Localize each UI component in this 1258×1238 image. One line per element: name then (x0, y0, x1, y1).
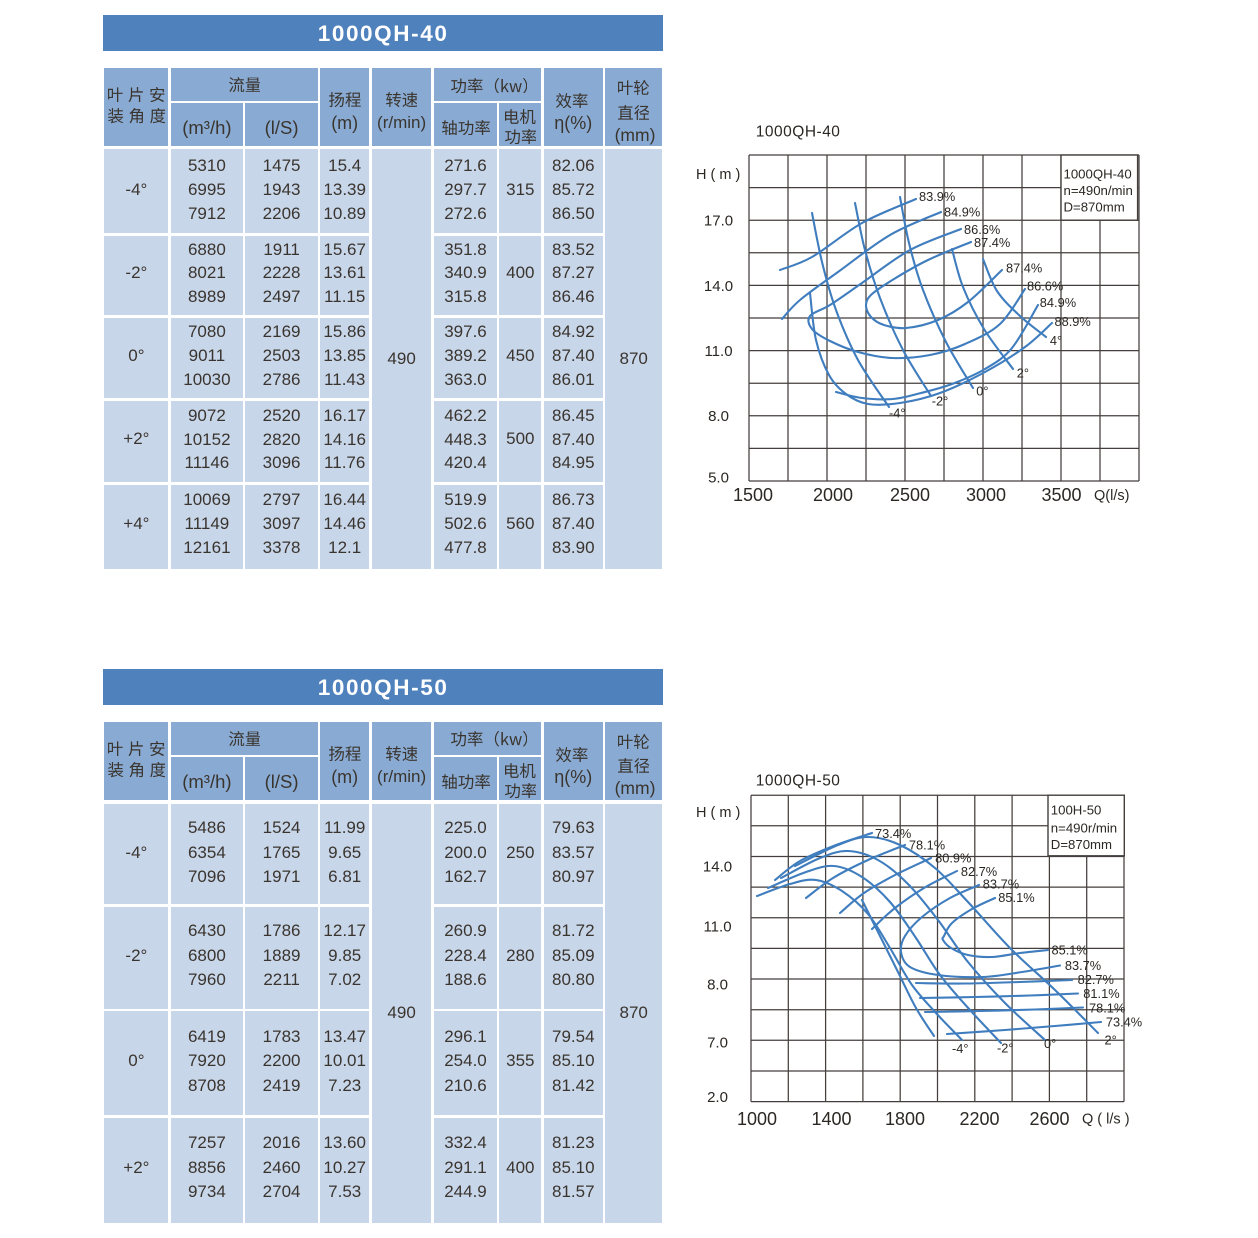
svg-text:85.1%: 85.1% (998, 890, 1034, 905)
svg-text:84.9%: 84.9% (1040, 295, 1076, 310)
svg-text:5.0: 5.0 (708, 469, 729, 486)
svg-text:H ( m ): H ( m ) (696, 167, 740, 183)
svg-text:87.4%: 87.4% (1006, 260, 1042, 275)
svg-text:0°: 0° (976, 384, 988, 399)
svg-text:4°: 4° (1050, 333, 1062, 348)
svg-text:2600: 2600 (1029, 1109, 1069, 1129)
svg-text:1000: 1000 (737, 1109, 777, 1129)
svg-text:85.1%: 85.1% (1052, 943, 1088, 958)
svg-text:80.9%: 80.9% (935, 850, 971, 865)
svg-text:100H-50: 100H-50 (1051, 802, 1102, 817)
svg-text:82.7%: 82.7% (961, 864, 997, 879)
svg-text:84.9%: 84.9% (944, 204, 980, 219)
svg-text:1000QH-40: 1000QH-40 (1064, 166, 1132, 181)
svg-text:2.0: 2.0 (707, 1089, 728, 1106)
svg-text:78.1%: 78.1% (909, 837, 945, 852)
svg-text:2°: 2° (1105, 1033, 1117, 1048)
svg-text:73.4%: 73.4% (1106, 1014, 1142, 1029)
svg-text:8.0: 8.0 (707, 976, 728, 993)
svg-text:73.4%: 73.4% (875, 826, 911, 841)
svg-text:3500: 3500 (1041, 485, 1081, 505)
svg-text:14.0: 14.0 (704, 278, 733, 295)
svg-text:7.0: 7.0 (707, 1034, 728, 1051)
svg-text:H ( m ): H ( m ) (696, 805, 740, 821)
svg-text:2°: 2° (1017, 366, 1029, 381)
svg-text:1500: 1500 (733, 485, 773, 505)
svg-text:1000QH-40: 1000QH-40 (756, 124, 841, 141)
svg-text:78.1%: 78.1% (1089, 1000, 1125, 1015)
svg-text:-4°: -4° (952, 1041, 969, 1056)
svg-text:-2°: -2° (997, 1041, 1014, 1056)
svg-text:0°: 0° (1044, 1036, 1056, 1051)
svg-text:1000QH-50: 1000QH-50 (756, 773, 841, 790)
svg-text:1800: 1800 (885, 1109, 925, 1129)
svg-text:-2°: -2° (932, 394, 949, 409)
svg-text:3000: 3000 (966, 485, 1006, 505)
svg-text:83.7%: 83.7% (1065, 958, 1101, 973)
svg-text:82.7%: 82.7% (1078, 972, 1114, 987)
svg-text:-4°: -4° (889, 406, 906, 421)
svg-text:14.0: 14.0 (703, 858, 732, 875)
svg-text:2500: 2500 (890, 485, 930, 505)
svg-text:8.0: 8.0 (708, 408, 729, 425)
svg-text:n=490n/min: n=490n/min (1064, 183, 1133, 198)
svg-text:81.1%: 81.1% (1083, 986, 1119, 1001)
svg-text:86.6%: 86.6% (1027, 278, 1063, 293)
svg-text:Q ( l/s ): Q ( l/s ) (1082, 1112, 1130, 1128)
svg-text:Q(l/s): Q(l/s) (1094, 488, 1129, 504)
svg-text:2200: 2200 (959, 1109, 999, 1129)
svg-text:83.9%: 83.9% (919, 189, 955, 204)
svg-text:11.0: 11.0 (704, 343, 732, 360)
svg-text:83.7%: 83.7% (983, 877, 1019, 892)
svg-text:2000: 2000 (813, 485, 853, 505)
svg-text:86.6%: 86.6% (964, 222, 1000, 237)
svg-text:17.0: 17.0 (704, 213, 733, 230)
svg-text:n=490r/min: n=490r/min (1051, 821, 1117, 836)
svg-text:D=870mm: D=870mm (1064, 199, 1125, 214)
svg-text:1400: 1400 (811, 1109, 851, 1129)
svg-text:D=870mm: D=870mm (1051, 837, 1112, 852)
svg-text:88.9%: 88.9% (1055, 314, 1091, 329)
svg-text:11.0: 11.0 (703, 918, 731, 935)
svg-text:87.4%: 87.4% (974, 235, 1010, 250)
